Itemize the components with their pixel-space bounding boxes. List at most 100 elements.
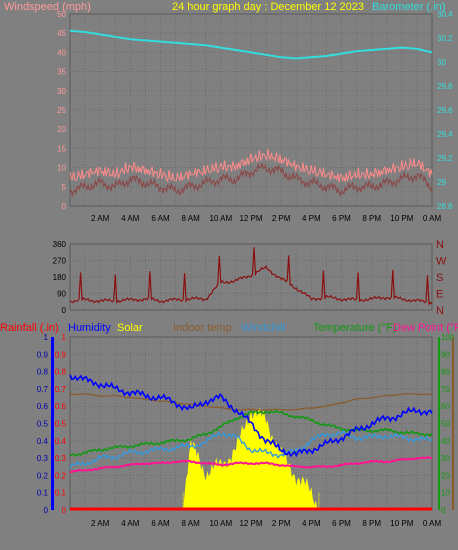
indoor-temp-line (69, 392, 433, 411)
barometer-tick-label: 28.8 (437, 202, 453, 211)
solar-area (183, 407, 319, 510)
humidity-tick-label: 0.1 (37, 489, 49, 498)
barometer-tick-label: 29.2 (437, 154, 453, 163)
windspeed-tick-label: 30 (57, 87, 66, 96)
x-tick-label: 8 AM (182, 519, 201, 528)
compass-label: S (436, 272, 443, 284)
x-tick-label: 2 AM (91, 214, 110, 223)
humidity-line (69, 374, 433, 458)
temperature-tick-label: 80 (441, 368, 450, 377)
legend-rainfall: Rainfall (.in) (0, 322, 59, 334)
x-tick-label: 12 PM (239, 519, 262, 528)
humidity-axis-bar (51, 337, 54, 510)
humidity-tick-label: 1 (44, 333, 49, 342)
temperature-axis-bar (438, 337, 440, 510)
rainfall-tick-label: 0.7 (55, 385, 67, 394)
climate-panel: 0 0 0.1 0.1 0.2 0.2 0.3 0.3 0.4 0.4 0.5 0.5 0.6 0.6 0.… (37, 333, 455, 528)
x-tick-label: 0 AM (423, 519, 442, 528)
barometer-line (69, 29, 433, 60)
x-tick-label: 10 AM (209, 214, 232, 223)
x-tick-label: 6 PM (332, 519, 351, 528)
humidity-tick-label: 0.9 (37, 350, 49, 359)
x-tick-label: 4 PM (302, 214, 321, 223)
x-tick-label: 8 PM (362, 214, 381, 223)
barometer-tick-label: 29.8 (437, 82, 453, 91)
temperature-tick-label: 50 (441, 420, 450, 429)
x-tick-label: 4 AM (121, 519, 140, 528)
x-tick-label: 8 AM (182, 214, 201, 223)
rainfall-tick-label: 0.5 (55, 420, 67, 429)
windspeed-tick-label: 45 (57, 29, 66, 38)
temperature-tick-label: 70 (441, 385, 450, 394)
windspeed-tick-label: 0 (62, 202, 67, 211)
temperature-tick-label: 0 (441, 506, 446, 515)
x-tick-label: 6 PM (332, 214, 351, 223)
barometer-axis-label: Barometer (.in) (372, 1, 445, 13)
legend-dewpoint: Dew Point (°F) (393, 322, 458, 334)
rainfall-tick-label: 0.4 (55, 437, 67, 446)
x-tick-label: 6 AM (151, 214, 170, 223)
humidity-tick-label: 0.8 (37, 368, 49, 377)
compass-label: W (436, 256, 447, 268)
windspeed-tick-label: 40 (57, 48, 66, 57)
windspeed-tick-label: 50 (57, 10, 66, 19)
direction-tick-label: 360 (53, 240, 67, 249)
temperature-tick-label: 30 (441, 454, 450, 463)
compass-label: E (436, 289, 443, 301)
dewpoint-line (69, 455, 432, 474)
windspeed-barometer-panel: 0 5 10 15 20 25 30 35 40 45 50 28.8 29 29.2 29.4 29.6 29… (57, 10, 453, 223)
temperature-tick-label: 10 (441, 489, 450, 498)
x-tick-label: 4 PM (302, 519, 321, 528)
rainfall-tick-label: 0.1 (55, 489, 67, 498)
temperature-tick-label: 20 (441, 471, 450, 480)
humidity-tick-label: 0 (44, 506, 49, 515)
legend-temperature: Temperature (°F) (313, 322, 396, 334)
x-tick-label: 0 AM (423, 214, 442, 223)
compass-label: N (436, 239, 444, 251)
barometer-tick-label: 30 (437, 58, 446, 67)
x-tick-label: 12 PM (239, 214, 262, 223)
wind-direction-line (69, 247, 433, 306)
x-tick-label: 6 AM (151, 519, 170, 528)
windspeed-axis-label: Windspeed (mph) (4, 1, 91, 13)
rainfall-tick-label: 0.3 (55, 454, 67, 463)
direction-tick-label: 180 (53, 273, 67, 282)
direction-tick-label: 0 (62, 306, 67, 315)
windspeed-tick-label: 5 (62, 183, 67, 192)
temperature-tick-label: 40 (441, 437, 450, 446)
rainfall-tick-label: 1 (62, 333, 67, 342)
rainfall-tick-label: 0.6 (55, 402, 67, 411)
x-tick-label: 10 PM (390, 519, 413, 528)
rainfall-tick-label: 0 (62, 506, 67, 515)
temperature-tick-label: 100 (441, 333, 455, 342)
rainfall-tick-label: 0.9 (55, 350, 67, 359)
windchill-line (69, 429, 433, 469)
humidity-tick-label: 0.3 (37, 454, 49, 463)
legend-windchill: Windchill (241, 322, 285, 334)
x-tick-label: 4 AM (121, 214, 140, 223)
barometer-tick-label: 30.2 (437, 34, 453, 43)
humidity-tick-label: 0.7 (37, 385, 49, 394)
barometer-tick-label: 30.4 (437, 10, 453, 19)
rainfall-tick-label: 0.8 (55, 368, 67, 377)
temperature-line (69, 409, 433, 457)
x-tick-label: 2 PM (272, 519, 291, 528)
windspeed-tick-label: 10 (57, 164, 66, 173)
legend-humidity: Humidity (68, 322, 111, 334)
x-tick-label: 2 PM (272, 214, 291, 223)
barometer-tick-label: 29 (437, 178, 446, 187)
windspeed-tick-label: 25 (57, 106, 66, 115)
wind-speed-line (69, 162, 433, 198)
compass-label: N (436, 305, 444, 317)
barometer-tick-label: 29.4 (437, 130, 453, 139)
direction-tick-label: 270 (53, 257, 67, 266)
legend-solar: Solar (117, 322, 143, 334)
indoor-temp-axis-bar (452, 337, 454, 510)
direction-tick-label: 90 (57, 290, 66, 299)
barometer-tick-label: 29.6 (437, 106, 453, 115)
rainfall-tick-label: 0.2 (55, 471, 67, 480)
wind-gust-line (69, 149, 433, 183)
windspeed-tick-label: 15 (57, 144, 66, 153)
